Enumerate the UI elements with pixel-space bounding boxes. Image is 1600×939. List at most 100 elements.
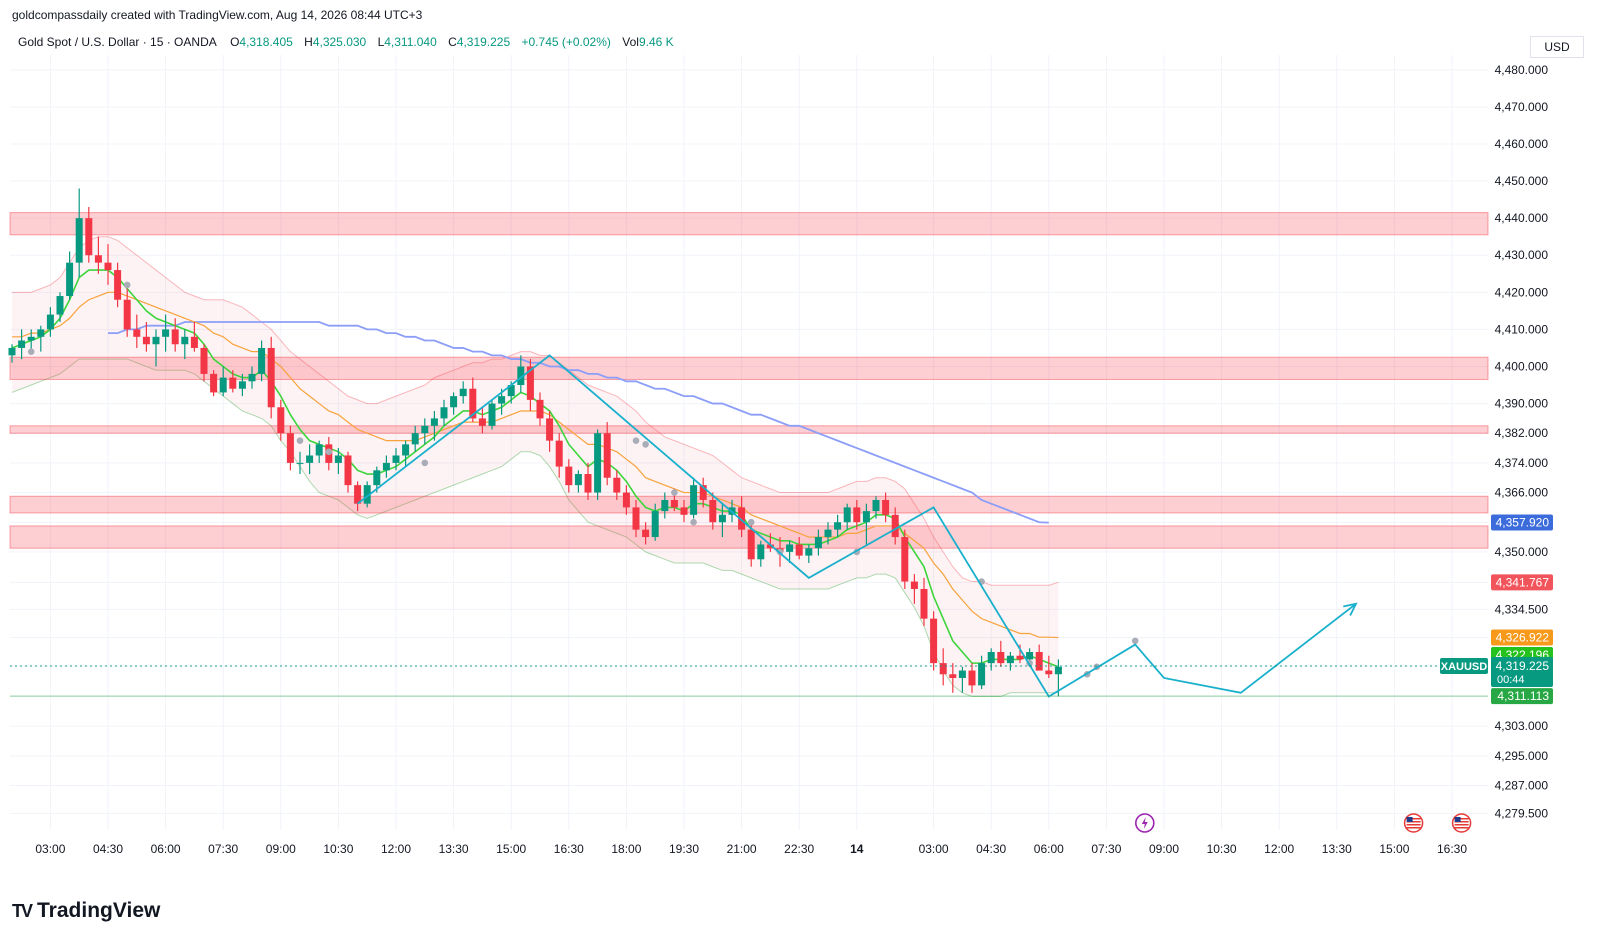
time-tick-label: 14 <box>850 842 864 856</box>
lightning-icon-bolt <box>1141 817 1148 829</box>
lightning-event-icon[interactable] <box>1135 813 1155 833</box>
candle-body <box>37 329 45 337</box>
candle <box>430 410 438 441</box>
candle <box>632 499 640 538</box>
candle-body <box>891 514 899 538</box>
candle <box>85 207 93 263</box>
candle-body <box>267 347 275 408</box>
candle <box>555 433 563 478</box>
candle <box>680 499 688 523</box>
candlesticks <box>8 188 1062 697</box>
candle-body <box>56 296 64 315</box>
candle <box>699 477 707 508</box>
signal-marker <box>690 518 697 526</box>
tradingview-logo[interactable]: TV TradingView <box>12 899 160 923</box>
candle-body <box>210 373 218 393</box>
low-value: 4,311.040 <box>384 35 437 49</box>
time-tick-label: 13:30 <box>439 842 469 856</box>
candle-body <box>296 462 304 464</box>
candle <box>181 329 189 360</box>
candle-body <box>421 425 429 434</box>
signal-marker <box>671 489 678 496</box>
candle <box>478 407 486 434</box>
candle-body <box>248 373 256 382</box>
time-tick-label: 19:30 <box>669 842 699 856</box>
us-flag-event-icon[interactable] <box>1451 813 1472 833</box>
candle <box>56 292 64 322</box>
candle-body <box>8 347 16 356</box>
candle-body <box>344 455 352 486</box>
currency-button[interactable]: USD <box>1530 36 1584 58</box>
candle-body <box>1026 652 1034 660</box>
candle-body <box>488 403 496 426</box>
candle-body <box>699 485 707 500</box>
candle <box>8 344 16 363</box>
price-tick-label: 4,295.000 <box>1495 749 1549 763</box>
candle-body <box>584 474 592 493</box>
candle <box>104 244 112 285</box>
time-tick-label: 13:30 <box>1322 842 1352 856</box>
low-label: L <box>377 35 385 49</box>
high-label: H <box>304 35 313 49</box>
time-tick-label: 21:00 <box>727 842 757 856</box>
candle <box>392 448 400 471</box>
candle-body <box>632 507 640 530</box>
us-flag-event-icon[interactable] <box>1403 813 1424 833</box>
symbol-title[interactable]: Gold Spot / U.S. Dollar · 15 · OANDA <box>18 35 217 49</box>
high-value: 4,325.030 <box>312 35 367 49</box>
candle <box>382 455 390 478</box>
candle <box>440 399 448 426</box>
candle <box>853 499 861 530</box>
axis-badge: 4,341.767 <box>1491 574 1553 591</box>
candle-body <box>104 262 112 271</box>
price-tick-label: 4,400.000 <box>1495 359 1549 373</box>
candle <box>930 611 938 671</box>
time-tick-label: 15:00 <box>1379 842 1409 856</box>
current-price-text: 4,319.225 <box>1496 659 1550 673</box>
candle-body <box>661 499 669 512</box>
current-price-box <box>1491 657 1553 688</box>
candle <box>142 321 150 352</box>
candle <box>517 355 525 393</box>
candle-body <box>978 663 986 686</box>
candle <box>565 459 573 493</box>
resistance-zone <box>9 425 1489 434</box>
candle-body <box>987 652 995 664</box>
flag-stripe <box>1406 821 1421 823</box>
candle <box>171 318 179 352</box>
candle <box>786 540 794 564</box>
candle <box>642 522 650 545</box>
candle-body <box>680 507 688 515</box>
candle <box>795 537 803 560</box>
candle-body <box>373 470 381 486</box>
band-lower-line <box>11 358 1059 698</box>
candle <box>133 314 141 348</box>
candle-body <box>277 407 285 434</box>
flag-stripe <box>1454 824 1469 826</box>
signal-marker <box>632 437 640 444</box>
candle-body <box>555 440 563 467</box>
flag-stripe <box>1406 818 1421 820</box>
candle-body <box>517 366 525 386</box>
candle-body <box>786 544 794 552</box>
candle <box>123 288 131 337</box>
candle-body <box>882 499 890 515</box>
time-tick-label: 07:30 <box>1091 842 1121 856</box>
time-axis: 03:00 04:30 06:00 07:30 09:00 10:30 12:00 13:30… <box>35 842 1467 856</box>
candle <box>872 496 880 519</box>
candle-body <box>594 433 602 493</box>
low-price-badge-text: 4,311.113 <box>1497 689 1549 703</box>
candle <box>219 366 227 397</box>
price-tick-label: 4,430.000 <box>1495 248 1549 262</box>
candle <box>949 663 957 693</box>
candle-body <box>766 544 774 549</box>
candle-body <box>565 466 573 486</box>
change-value: +0.745 (+0.02%) <box>521 35 611 49</box>
flag-canton <box>1454 817 1461 822</box>
candle <box>862 503 870 545</box>
candle-body <box>450 396 458 408</box>
signal-marker <box>747 518 755 526</box>
candle-body <box>66 262 74 297</box>
candle-body <box>411 433 419 445</box>
